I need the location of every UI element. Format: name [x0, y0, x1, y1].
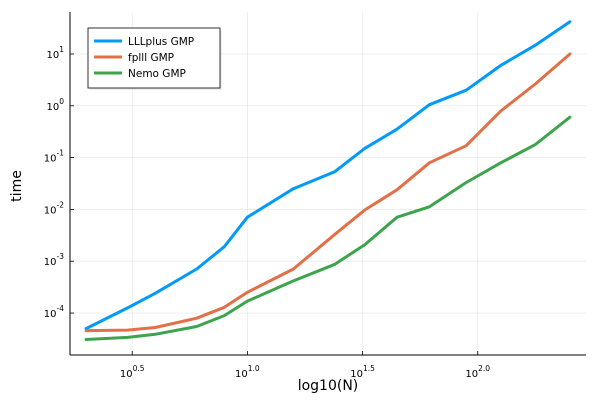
series-lines: [84, 20, 572, 341]
axes: [69, 12, 586, 356]
legend-label: fplll GMP: [128, 52, 174, 64]
y-tick-label: 10-1: [44, 149, 64, 165]
x-tick-label: 102.0: [465, 364, 490, 380]
y-tick-label: 10-3: [44, 252, 64, 268]
series-line-nemo-gmp: [84, 115, 572, 341]
y-tick-label: 101: [46, 45, 64, 61]
x-tick-label: 101.0: [235, 364, 260, 380]
series-line-fplll-gmp: [84, 52, 572, 333]
y-tick-label: 10-4: [44, 304, 64, 320]
legend-label: Nemo GMP: [128, 68, 186, 80]
x-tick-label: 101.5: [350, 364, 375, 380]
y-axis-title: time: [9, 170, 25, 202]
legend-box: [87, 27, 221, 89]
series-line-lllplus-gmp: [84, 20, 572, 331]
x-tick-label: 100.5: [120, 364, 145, 380]
tick-labels: 100.5 101.0 101.5 102.0 10-4 10-3 10-2 10-1 100 1…: [44, 45, 491, 380]
y-tick-label: 100: [46, 97, 64, 113]
legend: LLLplus GMP fplll GMP Nemo GMP: [87, 27, 222, 90]
legend-label: LLLplus GMP: [128, 36, 194, 48]
y-tick-label: 10-2: [44, 200, 64, 216]
x-axis-title: log10(N): [298, 378, 359, 394]
grid: [70, 12, 586, 355]
